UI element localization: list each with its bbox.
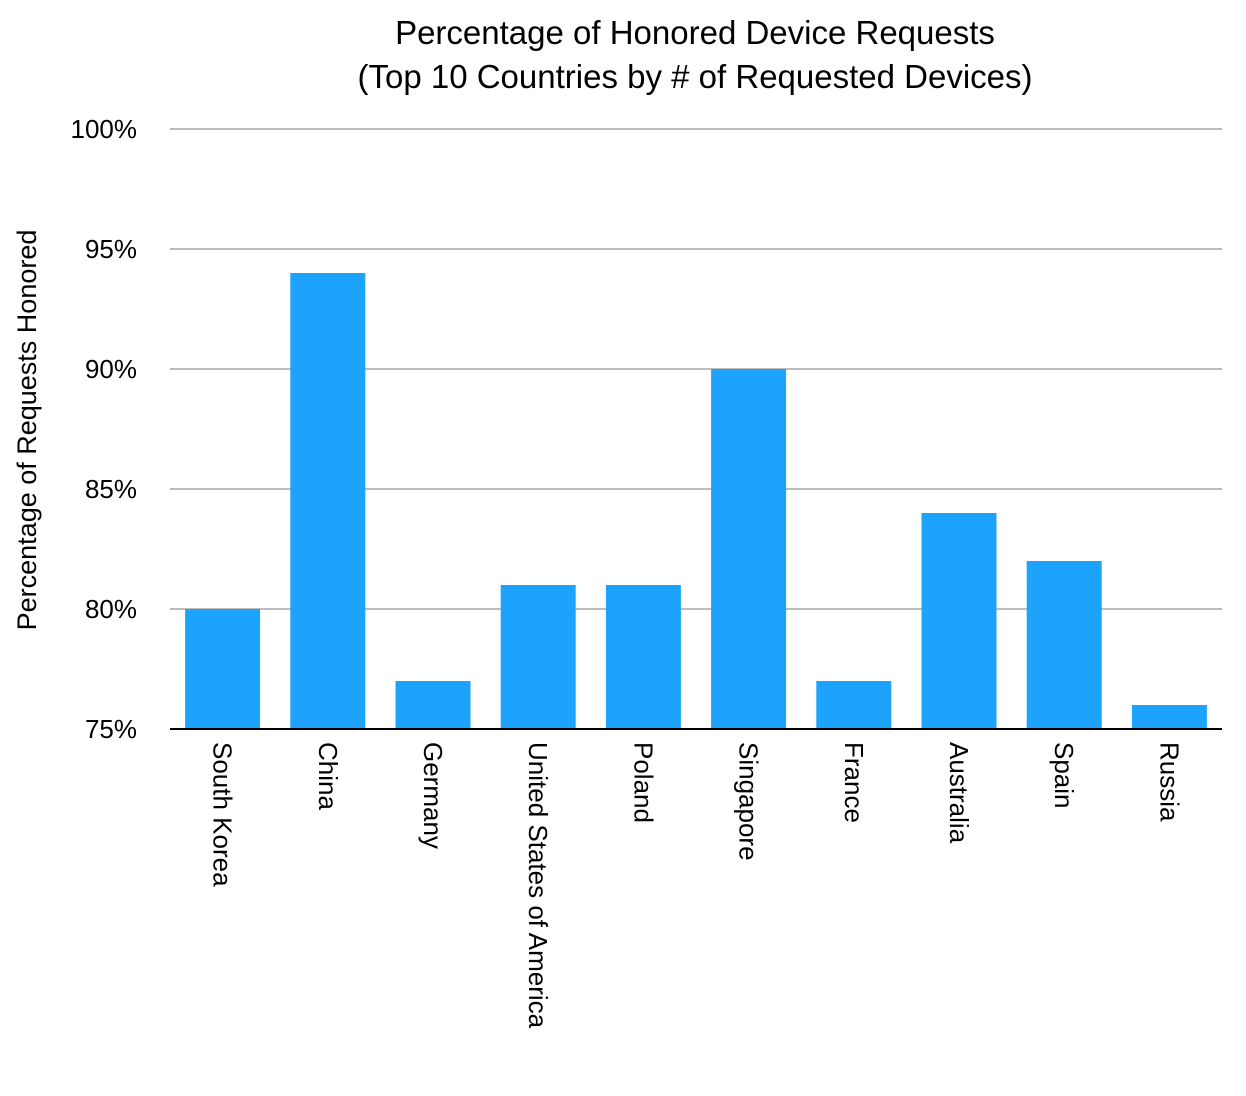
x-tick-label: France	[839, 742, 869, 823]
bar	[816, 681, 892, 729]
x-tick-label: Russia	[1154, 742, 1184, 822]
x-tick-label: United States of America	[523, 742, 553, 1029]
bar	[185, 609, 261, 729]
x-tick-label: Germany	[418, 742, 448, 849]
y-tick-label: 95%	[85, 234, 137, 264]
y-tick-label: 75%	[85, 714, 137, 744]
y-tick-label: 80%	[85, 594, 137, 624]
bar	[1131, 705, 1207, 729]
x-tick-label: Australia	[944, 742, 974, 844]
x-tick-label: Poland	[628, 742, 658, 823]
y-axis-title: Percentage of Requests Honored	[12, 230, 42, 631]
chart-subtitle: (Top 10 Countries by # of Requested Devi…	[357, 58, 1032, 95]
bar	[500, 585, 576, 729]
y-axis-ticks: 75% 80% 85% 90% 95% 100%	[71, 114, 138, 744]
chart-title: Percentage of Honored Device Requests	[395, 14, 995, 51]
x-tick-label: South Korea	[208, 742, 238, 887]
bar	[290, 273, 366, 729]
bar	[395, 681, 471, 729]
bar	[1026, 561, 1102, 729]
bar	[605, 585, 681, 729]
y-tick-label: 100%	[71, 114, 138, 144]
bars	[185, 273, 1207, 729]
y-tick-label: 90%	[85, 354, 137, 384]
bar	[711, 369, 787, 729]
x-tick-label: Singapore	[734, 742, 764, 861]
y-tick-label: 85%	[85, 474, 137, 504]
x-tick-label: Spain	[1049, 742, 1079, 809]
bar	[921, 513, 997, 729]
x-axis-labels: South Korea China Germany United States of …	[208, 742, 1185, 1029]
x-tick-label: China	[313, 742, 343, 810]
